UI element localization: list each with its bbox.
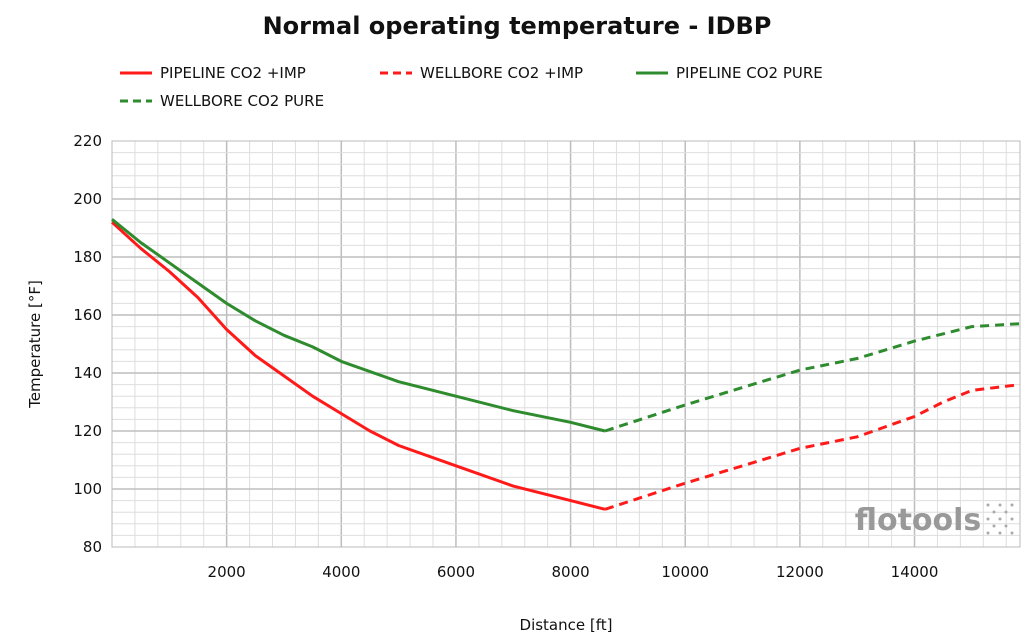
legend-item-wellbore-imp: WELLBORE CO2 +IMP bbox=[380, 64, 583, 82]
legend-item-pipeline-pure: PIPELINE CO2 PURE bbox=[636, 64, 823, 82]
flotools-logo-dots bbox=[986, 503, 1014, 535]
flotools-watermark: flotools bbox=[855, 503, 982, 538]
x-axis-label: Distance [ft] bbox=[520, 616, 613, 634]
legend-solid-red-line bbox=[120, 71, 152, 75]
chart-title: Normal operating temperature - IDBP bbox=[262, 12, 772, 40]
x-tick-label: 8000 bbox=[551, 563, 589, 581]
y-tick-label: 140 bbox=[73, 364, 102, 382]
legend-label: WELLBORE CO2 +IMP bbox=[420, 64, 584, 82]
y-tick-label: 80 bbox=[83, 538, 102, 556]
y-axis-label: Temperature [°F] bbox=[26, 280, 44, 409]
y-tick-label: 220 bbox=[73, 132, 102, 150]
x-tick-label: 12000 bbox=[776, 563, 824, 581]
legend-label: PIPELINE CO2 +IMP bbox=[160, 64, 306, 82]
x-tick-label: 2000 bbox=[208, 563, 246, 581]
y-tick-label: 160 bbox=[73, 306, 102, 324]
legend-item-wellbore-pure: WELLBORE CO2 PURE bbox=[120, 92, 324, 110]
plot-border bbox=[111, 140, 1021, 548]
series-line-pipeline-co2-pure bbox=[111, 218, 606, 433]
legend-label: WELLBORE CO2 PURE bbox=[160, 92, 325, 110]
y-tick-label: 180 bbox=[73, 248, 102, 266]
legend-item-pipeline-imp: PIPELINE CO2 +IMP bbox=[120, 64, 306, 82]
legend-dashed-green-line bbox=[120, 99, 152, 103]
x-tick-label: 6000 bbox=[437, 563, 475, 581]
series-line-wellbore-co2-pure bbox=[604, 322, 1021, 433]
legend-solid-green-line bbox=[636, 71, 668, 75]
x-tick-label: 4000 bbox=[322, 563, 360, 581]
series-line-wellbore-co2-imp bbox=[604, 383, 1021, 511]
y-tick-label: 120 bbox=[73, 422, 102, 440]
x-tick-label: 14000 bbox=[891, 563, 939, 581]
legend-label: PIPELINE CO2 PURE bbox=[676, 64, 823, 82]
y-tick-label: 200 bbox=[73, 190, 102, 208]
x-tick-label: 10000 bbox=[661, 563, 709, 581]
y-tick-label: 100 bbox=[73, 480, 102, 498]
series-line-pipeline-co2-imp bbox=[110, 221, 606, 511]
legend-dashed-red-line bbox=[380, 71, 412, 75]
